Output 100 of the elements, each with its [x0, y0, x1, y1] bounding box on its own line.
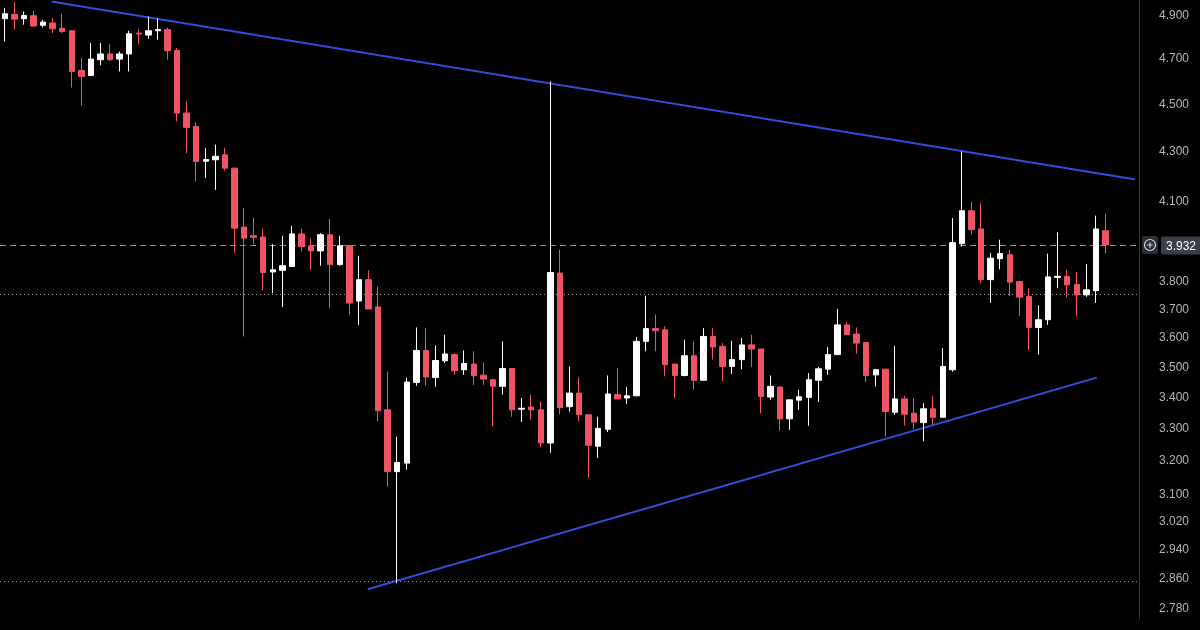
candlestick	[78, 57, 85, 107]
candlestick	[978, 202, 984, 284]
candlestick	[116, 51, 123, 72]
candlestick	[1016, 281, 1023, 317]
candlestick	[88, 42, 94, 76]
candlestick	[1035, 304, 1042, 356]
y-tick-label: 3.100	[1159, 486, 1190, 501]
candlestick	[681, 339, 688, 377]
candlestick	[1007, 249, 1013, 297]
candlestick	[317, 232, 324, 267]
candlestick	[739, 337, 745, 370]
candlestick	[107, 43, 113, 62]
candlestick	[920, 402, 927, 442]
candlestick	[949, 217, 956, 373]
ref-line-label: 3.932	[1166, 238, 1197, 253]
y-tick-label: 3.400	[1159, 390, 1190, 405]
candlestick	[298, 228, 305, 252]
candlestick	[442, 334, 448, 364]
candlestick	[748, 334, 755, 368]
y-tick-label: 4.700	[1159, 51, 1190, 66]
candlestick	[279, 235, 286, 308]
candlestick	[940, 347, 946, 418]
candlestick	[308, 237, 314, 271]
y-tick-label: 3.200	[1159, 453, 1190, 468]
candlestick	[49, 17, 56, 34]
candlestick	[327, 218, 333, 309]
candlestick	[193, 121, 199, 183]
candlestick	[786, 399, 793, 431]
candlestick	[394, 436, 400, 584]
candlestick	[11, 1, 18, 31]
y-tick-label: 2.940	[1159, 542, 1190, 557]
candlestick	[432, 344, 439, 388]
candlestick	[901, 395, 908, 426]
candlestick	[1054, 231, 1061, 289]
y-tick-label: 4.500	[1159, 96, 1190, 111]
candlestick	[30, 10, 37, 27]
candlestick	[21, 10, 27, 26]
candlestick	[375, 286, 381, 422]
candlestick	[241, 207, 247, 337]
candlestick	[873, 368, 879, 387]
candlestick	[700, 327, 707, 381]
candlestick	[413, 326, 420, 387]
candlestick	[1026, 287, 1032, 351]
candlestick	[384, 371, 391, 488]
candlestick	[365, 269, 372, 310]
candlestick	[557, 249, 563, 415]
candlestick	[270, 243, 276, 294]
candlestick	[566, 365, 573, 413]
candlestick	[1064, 269, 1070, 299]
candlestick	[834, 308, 841, 356]
candlestick	[585, 414, 592, 479]
candlestick	[337, 235, 343, 267]
candlestick	[997, 239, 1003, 270]
candlestick	[662, 325, 668, 377]
candlestick	[356, 255, 362, 326]
candlestick	[882, 368, 889, 438]
y-tick-label: 4.300	[1159, 144, 1190, 159]
candlestick	[59, 13, 65, 34]
candlestick	[624, 386, 630, 405]
candlestick	[767, 374, 774, 401]
candlestick	[1083, 263, 1090, 298]
candlestick	[691, 340, 697, 391]
candlestick	[203, 147, 209, 179]
candlestick	[815, 366, 822, 403]
candlestick	[930, 395, 936, 426]
candlestick	[69, 30, 75, 89]
y-tick-label: 3.800	[1159, 273, 1190, 288]
candlestick	[959, 150, 965, 248]
candlestick	[547, 80, 554, 454]
candlestick	[222, 147, 228, 172]
candlestick	[490, 379, 496, 427]
candlestick	[231, 167, 238, 254]
candlestick	[853, 326, 860, 355]
y-tick-label: 4.900	[1159, 7, 1190, 22]
candlestick	[499, 340, 506, 396]
candlestick	[183, 100, 190, 154]
candlestick	[643, 295, 649, 352]
candlestick	[145, 16, 152, 40]
candlestick	[423, 327, 429, 387]
candlestick	[595, 416, 601, 459]
candlestick	[528, 394, 534, 421]
candlestick	[825, 346, 831, 376]
candlestick	[289, 225, 295, 268]
candlestick	[758, 348, 764, 414]
candlestick	[672, 363, 678, 399]
candlestick	[461, 349, 467, 376]
candlestick	[605, 374, 611, 433]
candlestick	[471, 350, 477, 386]
candlestick	[729, 340, 735, 375]
candlestick	[212, 144, 219, 191]
candlestick	[538, 400, 544, 448]
candlestick	[844, 321, 850, 336]
y-tick-label: 3.600	[1159, 330, 1190, 345]
y-tick-label: 2.860	[1159, 570, 1190, 585]
candlestick	[480, 362, 487, 386]
candlestick	[1093, 215, 1099, 304]
candlestick	[806, 372, 812, 427]
candlestick	[863, 342, 869, 383]
candlestick	[719, 342, 726, 383]
candlestick	[346, 245, 353, 316]
